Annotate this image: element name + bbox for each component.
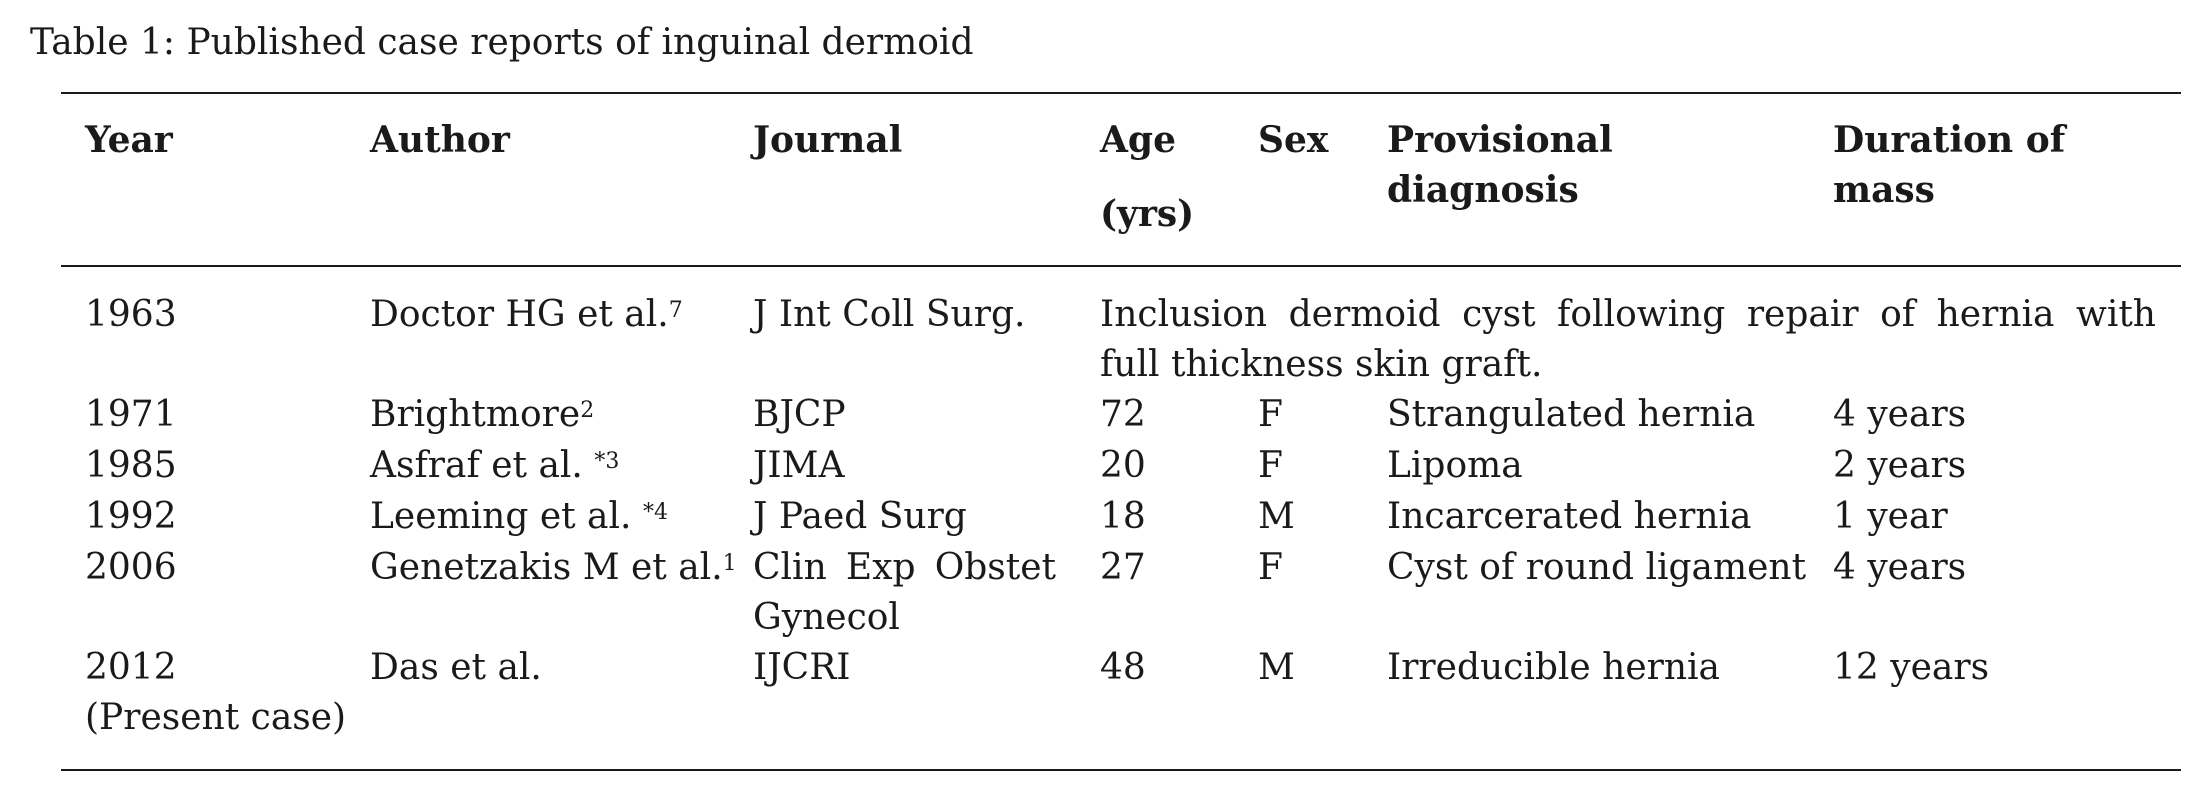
cell-year-note: (Present case)	[85, 697, 347, 738]
cell-year: 1992	[85, 496, 177, 537]
table-caption: Table 1: Published case reports of ingui…	[30, 22, 974, 63]
header-duration: Duration of	[1833, 119, 2066, 161]
header-year: Year	[85, 119, 173, 161]
cell-diagnosis: Incarcerated hernia	[1387, 496, 1752, 537]
cell-author: Leeming et al. *4	[370, 492, 668, 542]
cell-diagnosis: Lipoma	[1387, 445, 1523, 486]
cell-sex: M	[1258, 496, 1295, 537]
cell-age: 27	[1100, 547, 1146, 588]
cell-journal: IJCRI	[753, 647, 851, 688]
cell-author: Das et al.	[370, 647, 542, 688]
cell-age: 72	[1100, 394, 1146, 435]
cell-year: 2012	[85, 647, 177, 688]
author-name: Genetzakis M et al.	[370, 547, 723, 588]
cell-duration: 2 years	[1833, 445, 1967, 486]
cell-journal: JIMA	[753, 445, 845, 486]
cell-duration: 4 years	[1833, 547, 1967, 588]
cell-sex: F	[1258, 394, 1283, 435]
cell-sex: F	[1258, 445, 1283, 486]
cell-journal: Clin Exp Obstet Gynecol	[753, 547, 1056, 638]
cell-author: Brightmore2	[370, 390, 594, 440]
header-age-unit: (yrs)	[1100, 193, 1195, 235]
cell-author: Asfraf et al. *3	[370, 441, 619, 491]
cell-year: 2006	[85, 547, 177, 588]
cell-sex: M	[1258, 647, 1295, 688]
cell-duration: 1 year	[1833, 496, 1948, 537]
cell-duration: 12 years	[1833, 647, 1990, 688]
cell-year: 1971	[85, 394, 177, 435]
table-bottom-rule	[61, 769, 2181, 771]
cell-year: 1985	[85, 445, 177, 486]
header-sex: Sex	[1258, 119, 1329, 161]
reference-marker: 7	[668, 298, 683, 323]
cell-journal: J Paed Surg	[753, 496, 967, 537]
cell-author: Doctor HG et al.7	[370, 290, 683, 340]
cell-year: 1963	[85, 294, 177, 335]
cell-diagnosis: Cyst of round ligament	[1387, 547, 1807, 588]
author-name: Asfraf et al.	[370, 445, 583, 486]
author-name: Brightmore	[370, 394, 581, 435]
header-diagnosis: Provisional	[1387, 119, 1613, 161]
cell-diagnosis: Strangulated hernia	[1387, 394, 1756, 435]
header-author: Author	[370, 119, 510, 161]
reference-marker: 1	[722, 551, 737, 576]
cell-age: 18	[1100, 496, 1146, 537]
header-journal: Journal	[753, 119, 903, 161]
cell-journal: J Int Coll Surg.	[753, 294, 1026, 335]
cell-journal: BJCP	[753, 394, 846, 435]
cell-age: 48	[1100, 647, 1146, 688]
header-diagnosis-line2: diagnosis	[1387, 169, 1579, 211]
cell-diagnosis: Irreducible hernia	[1387, 647, 1721, 688]
cell-author: Genetzakis M et al.1	[370, 543, 737, 593]
header-duration-line2: mass	[1833, 169, 1935, 211]
cell-sex: F	[1258, 547, 1283, 588]
reference-marker: *4	[642, 500, 668, 525]
table-top-rule	[61, 92, 2181, 94]
header-age: Age	[1100, 119, 1177, 161]
author-name: Doctor HG et al.	[370, 294, 669, 335]
reference-marker: 2	[580, 398, 595, 423]
cell-note-spanning: Inclusion dermoid cyst following repair …	[1100, 294, 2156, 385]
table-header-rule	[61, 265, 2181, 267]
reference-marker: *3	[594, 449, 620, 474]
cell-duration: 4 years	[1833, 394, 1967, 435]
author-name: Leeming et al.	[370, 496, 632, 537]
cell-age: 20	[1100, 445, 1146, 486]
